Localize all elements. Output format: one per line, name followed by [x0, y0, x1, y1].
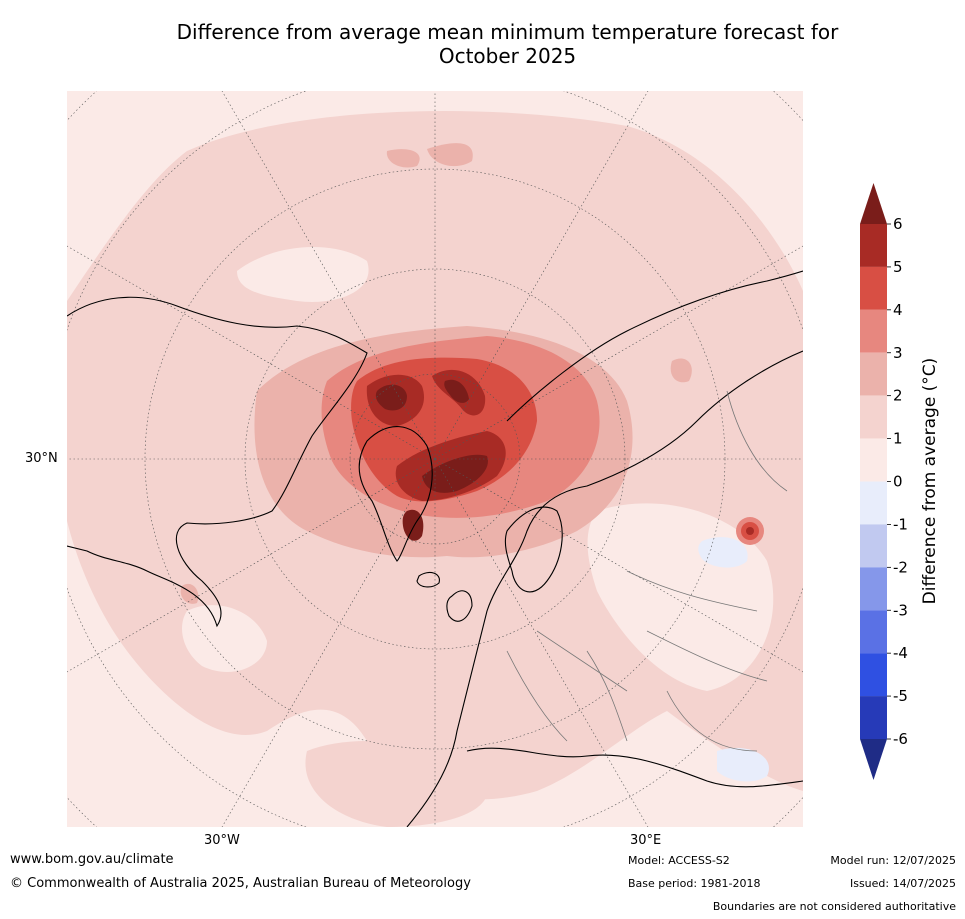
- coastline-iceland: [416, 571, 440, 588]
- colorbar-tick-label: 4: [893, 301, 903, 319]
- colorbar-tick-label: -6: [893, 730, 908, 748]
- anomaly-region-0-1: [237, 247, 369, 302]
- footer-copyright: © Commonwealth of Australia 2025, Austra…: [10, 876, 471, 891]
- anomaly-region-gt-6: [422, 454, 488, 493]
- colorbar-band: [860, 438, 887, 482]
- colorbar-tick-label: -3: [893, 601, 908, 619]
- lat-label-30n: 30°N: [25, 451, 58, 466]
- colorbar-band: [860, 524, 887, 568]
- colorbar-band: [860, 567, 887, 611]
- anomaly-region-2-3: [427, 143, 473, 167]
- colorbar-band: [860, 224, 887, 267]
- map-title-line2: October 2025: [438, 44, 577, 68]
- footer-model-run: Model run: 12/07/2025: [830, 854, 956, 867]
- colorbar-band: [860, 352, 887, 396]
- footer-disclaimer: Boundaries are not considered authoritat…: [712, 900, 956, 913]
- anomaly-region-2-3: [670, 358, 692, 383]
- anomaly-region-2-3: [386, 149, 420, 168]
- anomaly-map: [67, 91, 803, 827]
- colorbar-band: [860, 309, 887, 353]
- coastline-greenland: [358, 426, 433, 562]
- colorbar-tick-label: 1: [893, 430, 903, 448]
- colorbar-bands: [860, 224, 887, 739]
- colorbar-band: [860, 610, 887, 654]
- country-boundaries: [506, 390, 788, 752]
- coastline-scandinavia: [504, 506, 563, 593]
- colorbar-label: Difference from average (°C): [920, 358, 940, 605]
- footer-model: Model: ACCESS-S2: [628, 854, 730, 867]
- lon-label-30w: 30°W: [204, 833, 240, 848]
- coastline-eurasia: [406, 270, 803, 827]
- lon-label-30e: 30°E: [630, 833, 662, 848]
- coastline-uk: [446, 590, 473, 622]
- colorbar-band: [860, 266, 887, 310]
- colorbar-tick-label: -5: [893, 687, 908, 705]
- colorbar-bottom-arrow: [860, 739, 887, 780]
- anomaly-map-svg: [67, 91, 803, 827]
- colorbar-ticks: 6 5 4 3 2 1 0 -1 -2 -3 -4 -5 -6: [887, 215, 908, 748]
- colorbar-band: [860, 395, 887, 439]
- colorbar: 6 5 4 3 2 1 0 -1 -2 -3 -4 -5 -6 Difference from aver…: [855, 180, 965, 785]
- anomaly-region-0-1: [182, 605, 267, 672]
- anomaly-region-m1-0: [698, 537, 748, 568]
- colorbar-tick-label: 2: [893, 387, 903, 405]
- coastlines: [67, 270, 803, 827]
- footer-base-period: Base period: 1981-2018: [628, 877, 761, 890]
- anomaly-region-1-2: [305, 741, 489, 827]
- colorbar-tick-label: 3: [893, 344, 903, 362]
- anomaly-spot-east-center: [746, 527, 754, 535]
- footer-website: www.bom.gov.au/climate: [10, 852, 174, 867]
- colorbar-band: [860, 653, 887, 697]
- coastline-north-america: [67, 296, 368, 628]
- colorbar-tick-label: 5: [893, 258, 903, 276]
- colorbar-band: [860, 481, 887, 525]
- colorbar-tick-label: -2: [893, 558, 908, 576]
- graticule: [67, 91, 803, 827]
- anomaly-region-m1-0: [717, 747, 769, 782]
- colorbar-tick-label: -4: [893, 644, 908, 662]
- colorbar-band: [860, 696, 887, 739]
- anomaly-region-gt-6: [402, 509, 424, 541]
- coastline-mediterranean: [466, 747, 803, 788]
- colorbar-tick-label: 6: [893, 215, 903, 233]
- colorbar-svg: 6 5 4 3 2 1 0 -1 -2 -3 -4 -5 -6 Difference from aver…: [860, 183, 940, 780]
- colorbar-tick-label: -1: [893, 515, 908, 533]
- colorbar-top-arrow: [860, 183, 887, 224]
- map-title-line1: Difference from average mean minimum tem…: [176, 20, 839, 44]
- colorbar-tick-label: 0: [893, 473, 903, 491]
- anomaly-region-gt-6: [444, 379, 469, 403]
- map-title: Difference from average mean minimum tem…: [0, 20, 965, 68]
- footer-issued: Issued: 14/07/2025: [849, 877, 956, 890]
